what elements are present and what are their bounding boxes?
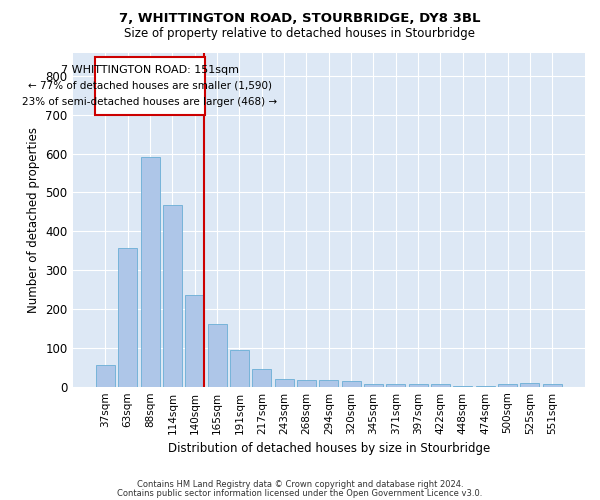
Bar <box>498 384 517 386</box>
Text: Contains public sector information licensed under the Open Government Licence v3: Contains public sector information licen… <box>118 488 482 498</box>
Bar <box>409 384 428 386</box>
Bar <box>185 296 204 386</box>
Bar <box>520 383 539 386</box>
Bar <box>230 350 249 387</box>
Bar <box>118 248 137 386</box>
Bar <box>208 324 227 386</box>
Bar <box>163 205 182 386</box>
Bar <box>252 369 271 386</box>
Bar <box>96 366 115 386</box>
Bar <box>140 158 160 386</box>
Text: 7 WHITTINGTON ROAD: 151sqm: 7 WHITTINGTON ROAD: 151sqm <box>61 65 239 75</box>
Bar <box>319 380 338 386</box>
Y-axis label: Number of detached properties: Number of detached properties <box>27 126 40 312</box>
Bar <box>297 380 316 386</box>
Bar <box>364 384 383 386</box>
Text: Contains HM Land Registry data © Crown copyright and database right 2024.: Contains HM Land Registry data © Crown c… <box>137 480 463 489</box>
FancyBboxPatch shape <box>95 57 205 114</box>
Text: 7, WHITTINGTON ROAD, STOURBRIDGE, DY8 3BL: 7, WHITTINGTON ROAD, STOURBRIDGE, DY8 3B… <box>119 12 481 26</box>
Bar <box>341 381 361 386</box>
Bar <box>386 384 406 386</box>
Bar <box>431 384 450 386</box>
Text: 23% of semi-detached houses are larger (468) →: 23% of semi-detached houses are larger (… <box>22 97 277 107</box>
Bar <box>275 379 293 386</box>
Text: ← 77% of detached houses are smaller (1,590): ← 77% of detached houses are smaller (1,… <box>28 81 272 91</box>
Text: Size of property relative to detached houses in Stourbridge: Size of property relative to detached ho… <box>125 28 476 40</box>
Bar <box>543 384 562 386</box>
X-axis label: Distribution of detached houses by size in Stourbridge: Distribution of detached houses by size … <box>167 442 490 455</box>
